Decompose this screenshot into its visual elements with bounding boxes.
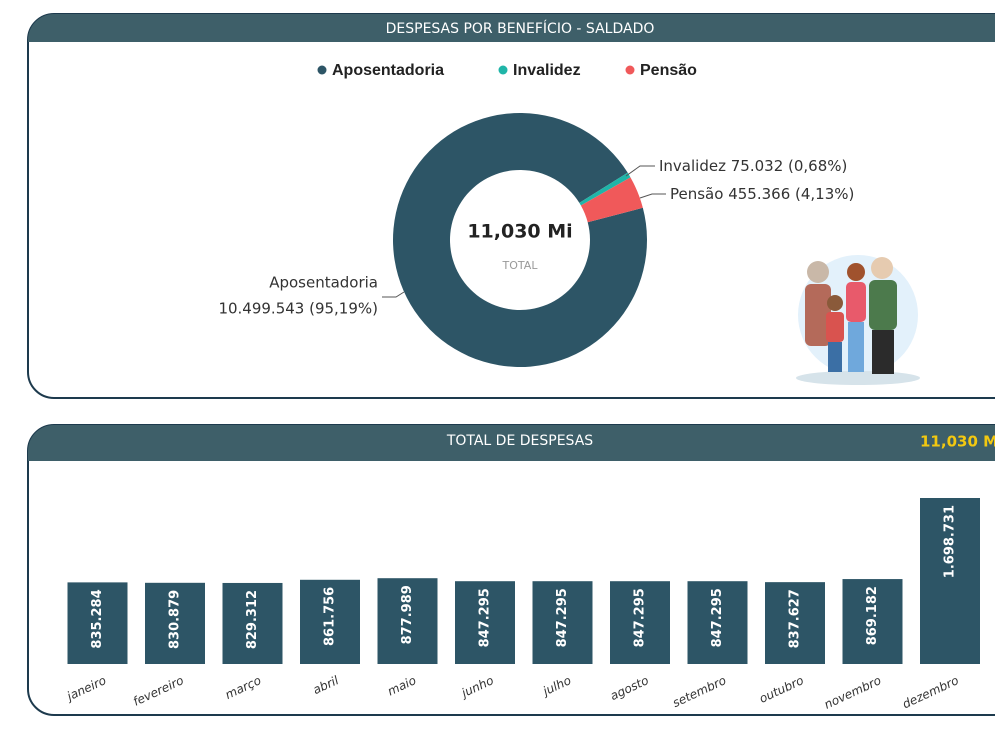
bar-value-label: 837.627 <box>788 589 803 648</box>
bar-value-label: 861.756 <box>323 587 338 646</box>
data-label-name: Pensão <box>670 185 723 203</box>
panel-title: TOTAL DE DESPESAS <box>446 433 593 449</box>
panel <box>28 425 995 715</box>
legend-label: Pensão <box>640 62 697 79</box>
center-label: TOTAL <box>502 259 539 272</box>
data-label: Invalidez 75.032 (0,68%) <box>659 157 847 175</box>
legend-label: Aposentadoria <box>332 62 444 79</box>
bar-value-label: 835.284 <box>90 589 105 648</box>
bar-value-label: 829.312 <box>245 590 260 649</box>
legend-marker <box>318 66 327 75</box>
bar-value-label: 847.295 <box>633 588 648 647</box>
data-label-value: 455.366 (4,13%) <box>728 185 854 203</box>
bar-value-label: 830.879 <box>168 590 183 649</box>
legend-marker <box>499 66 508 75</box>
total-value: 11,030 M <box>920 433 995 451</box>
legend-marker <box>626 66 635 75</box>
bar-value-label: 1.698.731 <box>943 505 958 578</box>
data-label: Pensão 455.366 (4,13%) <box>670 185 854 203</box>
bar-value-label: 847.295 <box>478 588 493 647</box>
legend-label: Invalidez <box>513 62 581 79</box>
bar-value-label: 847.295 <box>710 588 725 647</box>
bar-value-label: 877.989 <box>400 585 415 644</box>
panel-title: DESPESAS POR BENEFÍCIO - SALDADO <box>386 20 655 37</box>
data-label: 10.499.543 (95,19%) <box>218 300 378 318</box>
bar-value-label: 847.295 <box>555 588 570 647</box>
center-value: 11,030 Mi <box>467 221 572 243</box>
bar-value-label: 869.182 <box>865 586 880 645</box>
dashboard: DESPESAS POR BENEFÍCIO - SALDADO TOTAL D… <box>0 0 995 734</box>
data-label-name: Aposentadoria <box>269 274 378 292</box>
data-label-value: 75.032 (0,68%) <box>731 157 848 175</box>
data-label-name: Invalidez <box>659 157 726 175</box>
